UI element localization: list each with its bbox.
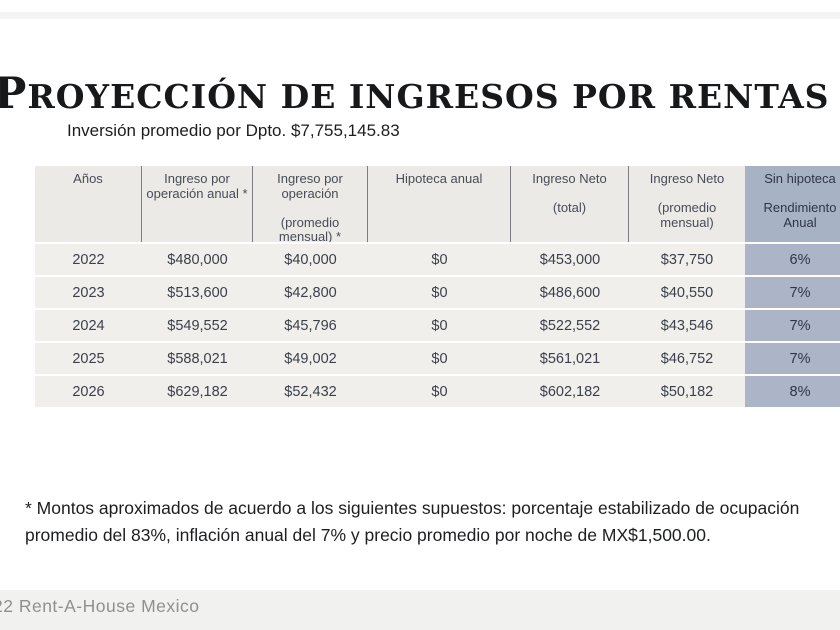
ingreso-mensual-cell: $42,800 bbox=[253, 277, 368, 308]
ingreso-anual-cell: $480,000 bbox=[142, 244, 253, 275]
hipoteca-cell: $0 bbox=[368, 244, 511, 275]
ingreso-mensual-cell: $40,000 bbox=[253, 244, 368, 275]
rendimiento-cell: 6% bbox=[745, 244, 840, 275]
ingreso-mensual-cell: $52,432 bbox=[253, 376, 368, 407]
ingreso-mensual-cell: $45,796 bbox=[253, 310, 368, 341]
neto-mensual-cell: $46,752 bbox=[629, 343, 745, 374]
footer-bar: 22 Rent-A-House Mexico bbox=[0, 590, 840, 630]
column-header-anos: Años bbox=[35, 166, 142, 242]
neto-mensual-cell: $50,182 bbox=[629, 376, 745, 407]
rendimiento-cell: 7% bbox=[745, 343, 840, 374]
table-row-2022: 2022 $480,000 $40,000 $0 $453,000 $37,75… bbox=[35, 244, 840, 275]
year-cell: 2022 bbox=[35, 244, 142, 275]
column-header-ingreso-anual: Ingreso por operación anual * bbox=[142, 166, 253, 242]
hipoteca-cell: $0 bbox=[368, 310, 511, 341]
hipoteca-cell: $0 bbox=[368, 376, 511, 407]
neto-total-cell: $486,600 bbox=[511, 277, 629, 308]
table-row-2024: 2024 $549,552 $45,796 $0 $522,552 $43,54… bbox=[35, 310, 840, 341]
rendimiento-cell: 7% bbox=[745, 310, 840, 341]
ingreso-mensual-cell: $49,002 bbox=[253, 343, 368, 374]
ingreso-anual-cell: $588,021 bbox=[142, 343, 253, 374]
ingreso-anual-cell: $629,182 bbox=[142, 376, 253, 407]
table-row-2023: 2023 $513,600 $42,800 $0 $486,600 $40,55… bbox=[35, 277, 840, 308]
neto-total-cell: $453,000 bbox=[511, 244, 629, 275]
column-header-rendimiento-sin-hipoteca: Sin hipoteca Rendimiento Anual bbox=[745, 166, 840, 242]
column-header-ingreso-neto-mensual: Ingreso Neto (promedio mensual) bbox=[629, 166, 745, 242]
neto-mensual-cell: $40,550 bbox=[629, 277, 745, 308]
investment-subtitle: Inversión promedio por Dpto. $7,755,145.… bbox=[67, 121, 400, 140]
projection-table: Años Ingreso por operación anual * Ingre… bbox=[35, 166, 840, 409]
copyright-text: 22 Rent-A-House Mexico bbox=[0, 596, 200, 616]
ingreso-anual-cell: $549,552 bbox=[142, 310, 253, 341]
neto-total-cell: $522,552 bbox=[511, 310, 629, 341]
table-header-row: Años Ingreso por operación anual * Ingre… bbox=[35, 166, 840, 242]
year-cell: 2025 bbox=[35, 343, 142, 374]
neto-mensual-cell: $43,546 bbox=[629, 310, 745, 341]
column-header-ingreso-mensual: Ingreso por operación (promedio mensual)… bbox=[253, 166, 368, 242]
page-title: PROYECCIÓN DE INGRESOS POR RENTAS bbox=[0, 72, 830, 117]
neto-mensual-cell: $37,750 bbox=[629, 244, 745, 275]
year-cell: 2023 bbox=[35, 277, 142, 308]
table-row-2026: 2026 $629,182 $52,432 $0 $602,182 $50,18… bbox=[35, 376, 840, 407]
column-header-ingreso-neto-total: Ingreso Neto (total) bbox=[511, 166, 629, 242]
year-cell: 2024 bbox=[35, 310, 142, 341]
top-divider bbox=[0, 12, 840, 19]
rendimiento-cell: 8% bbox=[745, 376, 840, 407]
footnote-assumptions: * Montos aproximados de acuerdo a los si… bbox=[25, 498, 800, 545]
hipoteca-cell: $0 bbox=[368, 277, 511, 308]
table-row-2025: 2025 $588,021 $49,002 $0 $561,021 $46,75… bbox=[35, 343, 840, 374]
rendimiento-cell: 7% bbox=[745, 277, 840, 308]
neto-total-cell: $561,021 bbox=[511, 343, 629, 374]
ingreso-anual-cell: $513,600 bbox=[142, 277, 253, 308]
year-cell: 2026 bbox=[35, 376, 142, 407]
hipoteca-cell: $0 bbox=[368, 343, 511, 374]
neto-total-cell: $602,182 bbox=[511, 376, 629, 407]
column-header-hipoteca-anual: Hipoteca anual bbox=[368, 166, 511, 242]
